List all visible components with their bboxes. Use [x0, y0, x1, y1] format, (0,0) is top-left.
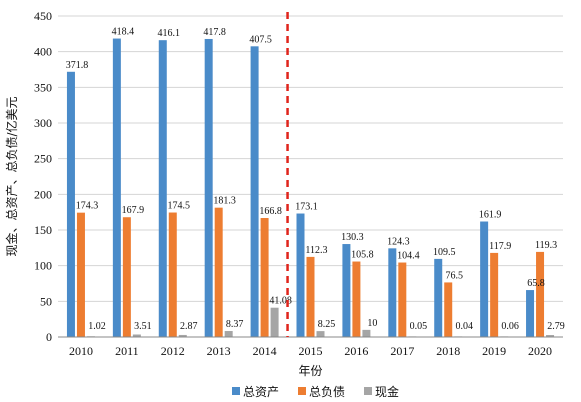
- bar-liabilities: [352, 261, 361, 337]
- bar-liabilities: [214, 207, 223, 337]
- bar-liabilities: [168, 212, 177, 337]
- data-label: 2.79: [547, 321, 565, 332]
- bar-cash: [270, 307, 279, 337]
- data-label: 417.8: [203, 27, 226, 38]
- data-label: 105.8: [351, 250, 374, 261]
- legend-label: 总负债: [309, 385, 345, 399]
- x-tick-label: 2014: [253, 344, 277, 358]
- bar-liabilities: [490, 252, 499, 337]
- y-tick-label: 450: [34, 9, 52, 23]
- y-tick-label: 0: [46, 330, 52, 344]
- legend-swatch: [364, 387, 372, 395]
- bar-cash: [132, 334, 141, 337]
- data-label: 124.3: [387, 236, 410, 247]
- data-label: 166.8: [259, 206, 282, 217]
- data-label: 3.51: [134, 321, 152, 332]
- y-tick-label: 350: [34, 80, 52, 94]
- data-label: 407.5: [249, 34, 272, 45]
- bar-assets: [250, 46, 259, 338]
- bar-assets: [388, 248, 397, 337]
- legend: 总资产 总负债 现金: [232, 384, 399, 399]
- bar-assets: [296, 213, 305, 337]
- x-tick-label: 2011: [115, 344, 139, 358]
- bar-assets: [480, 221, 489, 337]
- bar-liabilities: [536, 251, 545, 337]
- data-label: 41.08: [269, 296, 292, 307]
- y-tick-label: 50: [40, 294, 52, 308]
- legend-swatch: [298, 387, 306, 395]
- data-label: 10: [367, 318, 377, 329]
- data-label: 0.05: [410, 321, 428, 332]
- bar-assets: [66, 71, 75, 338]
- data-label: 161.9: [479, 210, 502, 221]
- x-tick-label: 2012: [161, 344, 185, 358]
- bar-liabilities: [76, 212, 85, 337]
- data-label: 109.5: [433, 247, 456, 258]
- data-label: 173.1: [295, 202, 318, 213]
- legend-swatch: [232, 387, 240, 395]
- data-label: 8.37: [226, 319, 244, 330]
- bar-cash: [362, 329, 371, 337]
- bar-liabilities: [398, 262, 407, 337]
- data-label: 0.04: [455, 321, 473, 332]
- x-tick-label: 2017: [390, 344, 414, 358]
- bar-assets: [204, 38, 213, 338]
- bar-liabilities: [306, 256, 315, 337]
- legend-label: 总资产: [243, 385, 279, 399]
- x-tick-label: 2020: [528, 344, 552, 358]
- gridlines: [58, 15, 563, 302]
- data-label: 0.06: [501, 321, 519, 332]
- data-label: 371.8: [66, 60, 89, 71]
- data-label: 167.9: [122, 205, 145, 216]
- data-label: 76.5: [445, 270, 463, 281]
- y-tick-label: 200: [34, 187, 52, 201]
- bar-assets: [526, 290, 535, 337]
- bar-liabilities: [122, 217, 131, 337]
- x-tick-label: 2010: [69, 344, 93, 358]
- bar-cash: [546, 335, 555, 337]
- y-tick-label: 150: [34, 223, 52, 237]
- bar-cash: [316, 331, 325, 337]
- data-label: 130.3: [341, 232, 364, 243]
- data-label: 119.3: [535, 240, 557, 251]
- x-tick-label: 2013: [207, 344, 231, 358]
- bar-assets: [158, 40, 167, 337]
- data-label: 181.3: [213, 196, 236, 207]
- data-label: 174.5: [168, 201, 191, 212]
- bar-assets: [112, 38, 121, 338]
- data-label: 174.3: [76, 201, 99, 212]
- y-tick-label: 300: [34, 116, 52, 130]
- x-axis-label: 年份: [298, 364, 322, 378]
- x-tick-label: 2015: [299, 344, 323, 358]
- bar-liabilities: [260, 218, 269, 337]
- data-label: 416.1: [158, 28, 181, 39]
- x-tick-label: 2016: [344, 344, 368, 358]
- legend-label: 现金: [375, 384, 399, 399]
- y-tick-label: 100: [34, 259, 52, 273]
- value-labels: 371.8 174.3 1.02 418.4 167.9 3.51 416.1 174.5 2.…: [66, 27, 565, 332]
- x-axis-ticks: 2010 2011 2012 2013 2014 2015 2016 2017 2018 2019…: [69, 344, 552, 358]
- bar-assets: [434, 258, 443, 337]
- y-tick-label: 250: [34, 152, 52, 166]
- x-tick-label: 2018: [436, 344, 460, 358]
- x-tick-label: 2019: [482, 344, 506, 358]
- bar-cash: [224, 331, 233, 337]
- bars: [66, 38, 555, 338]
- bar-cash: [178, 334, 187, 337]
- data-label: 1.02: [88, 321, 106, 332]
- data-label: 104.4: [397, 251, 420, 262]
- y-tick-label: 400: [34, 45, 52, 59]
- data-label: 65.8: [527, 278, 545, 289]
- y-axis-label: 现金、总资产、总负债/亿美元: [4, 96, 19, 256]
- bar-liabilities: [444, 282, 453, 337]
- data-label: 117.9: [489, 241, 511, 252]
- data-label: 418.4: [112, 27, 135, 38]
- bar-assets: [342, 244, 351, 337]
- data-label: 8.25: [318, 319, 336, 330]
- data-label: 112.3: [305, 245, 327, 256]
- data-label: 2.87: [180, 321, 198, 332]
- y-axis-ticks: 0 50 100 150 200 250 300 350 400 450: [34, 9, 52, 344]
